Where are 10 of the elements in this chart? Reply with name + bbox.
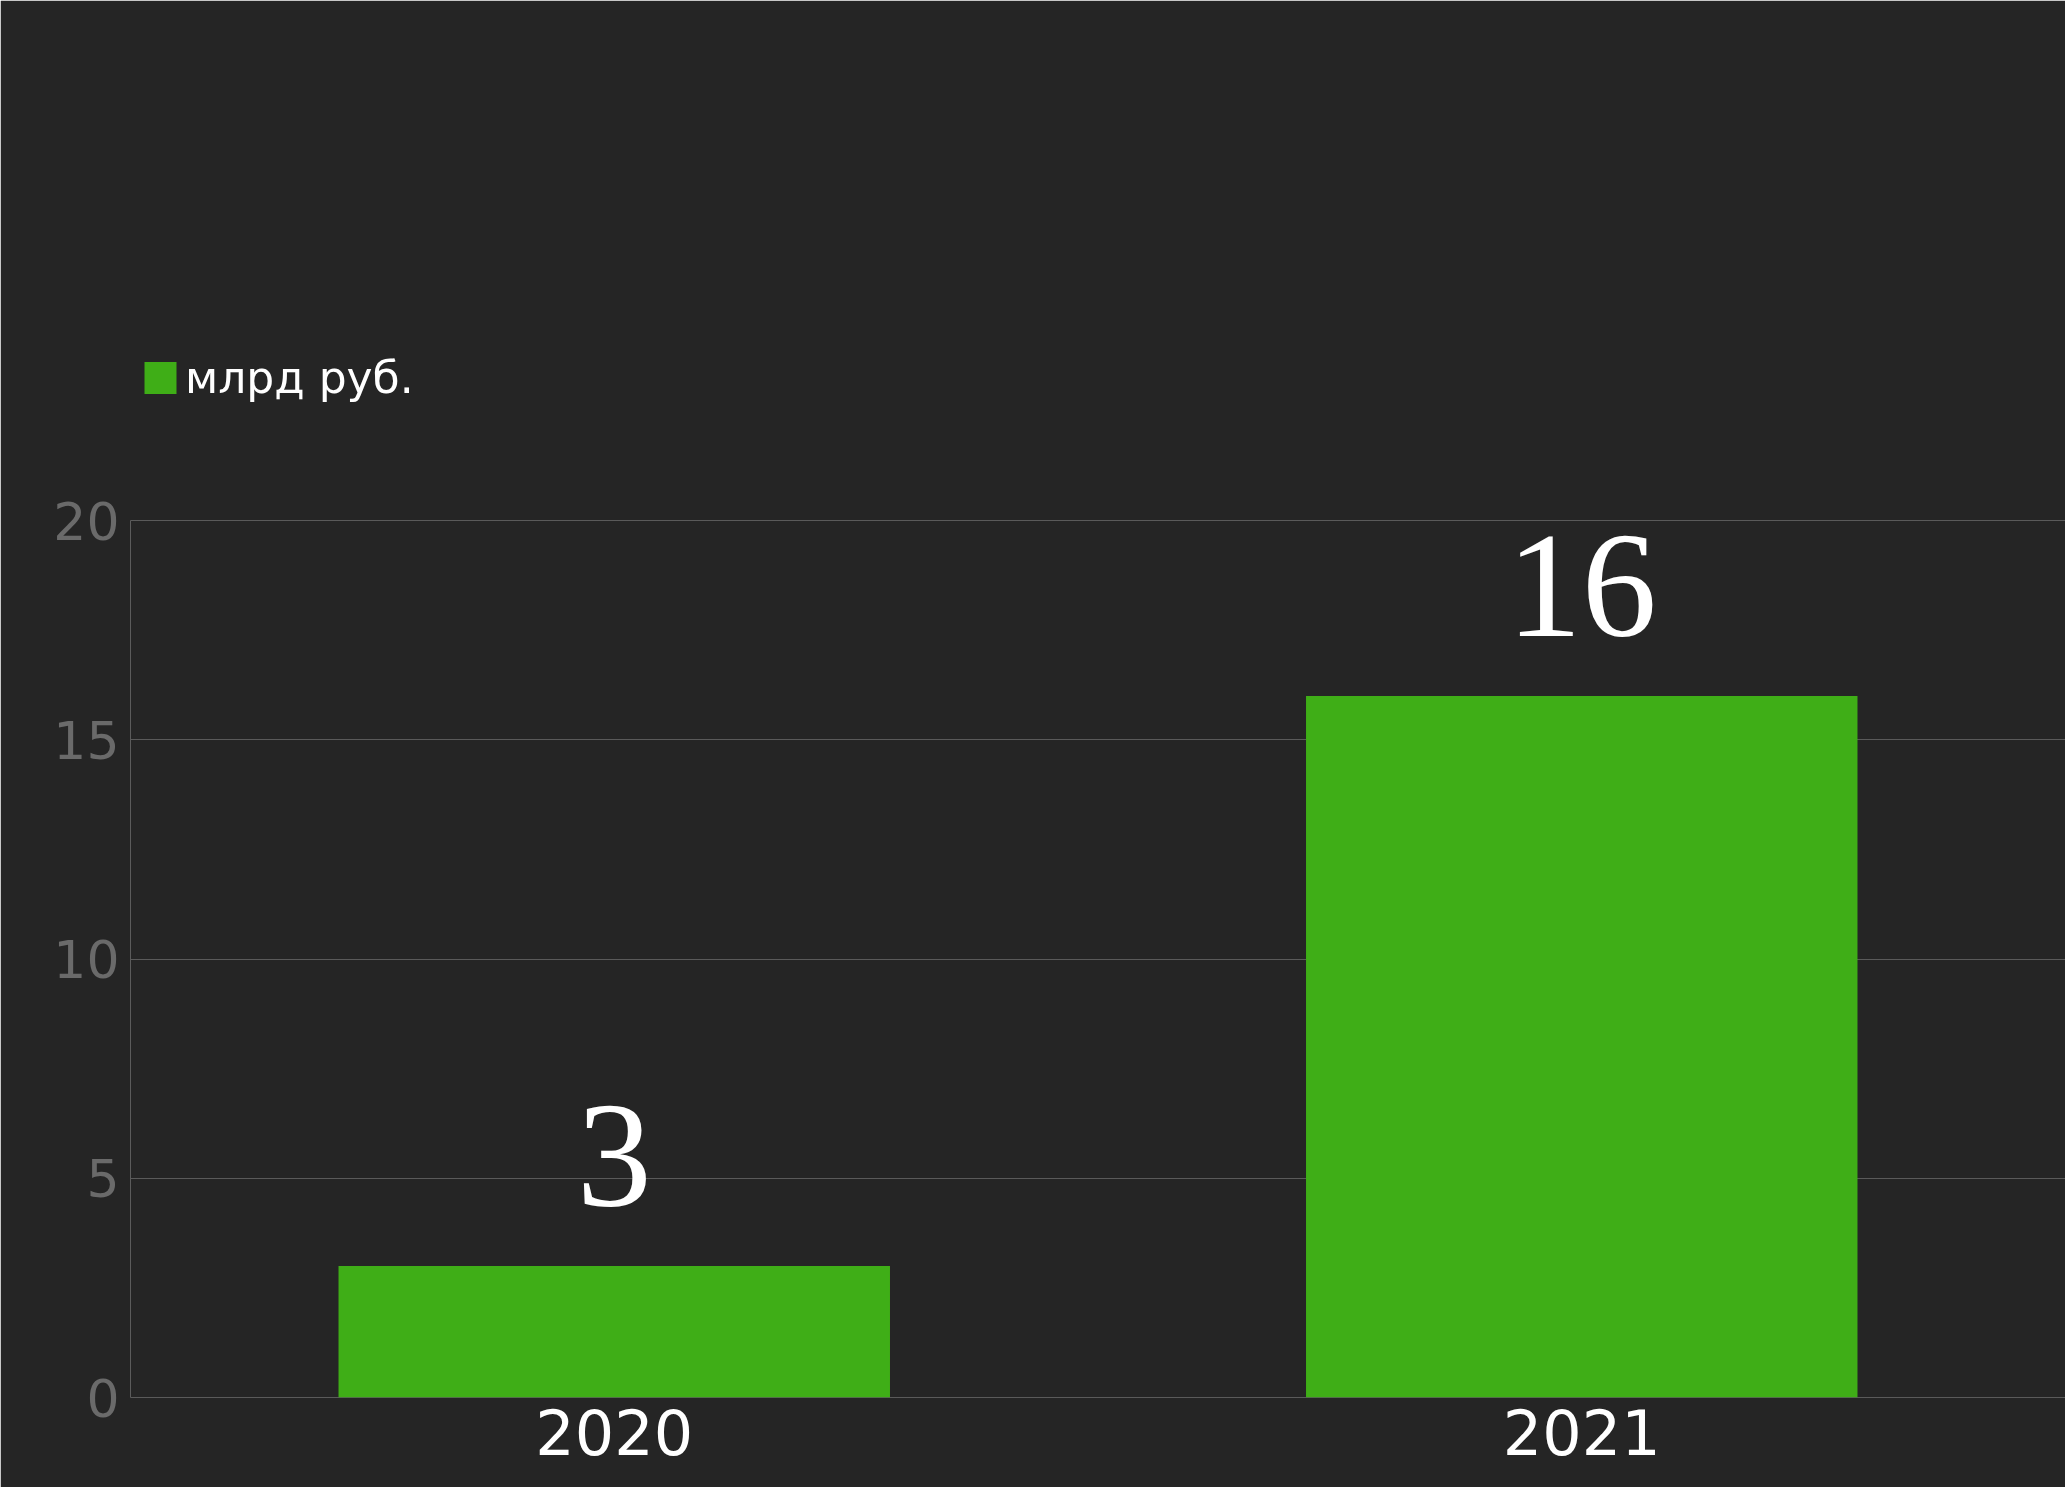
y-tick-label: 10 bbox=[53, 930, 120, 990]
y-tick-label: 5 bbox=[86, 1149, 120, 1210]
data-label: 16 bbox=[1506, 501, 1657, 668]
y-tick-label: 20 bbox=[53, 491, 120, 552]
y-tick-label: 0 bbox=[86, 1368, 120, 1429]
y-tick-label: 15 bbox=[53, 710, 120, 771]
legend-label: млрд руб. bbox=[185, 351, 414, 403]
x-tick-label: 2020 bbox=[535, 1396, 694, 1470]
x-tick-label: 2021 bbox=[1502, 1396, 1661, 1470]
data-label: 3 bbox=[576, 1071, 652, 1238]
